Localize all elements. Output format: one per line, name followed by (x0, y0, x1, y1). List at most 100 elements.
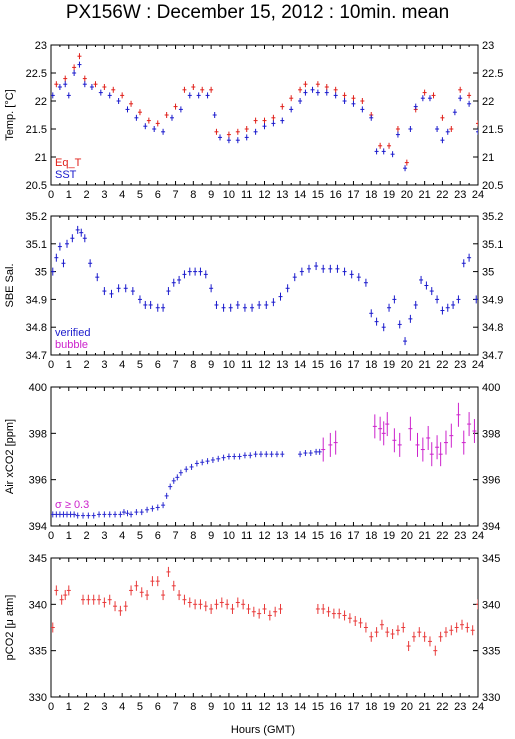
data-point (406, 641, 411, 652)
data-point (65, 239, 70, 248)
y-tick-label-right: 20.5 (482, 180, 503, 192)
data-point (175, 474, 180, 481)
data-point (235, 300, 240, 309)
data-point (123, 601, 128, 612)
x-tick-label: 4 (119, 701, 125, 713)
x-tick-label: 15 (312, 359, 324, 371)
x-tick-label: 6 (155, 359, 161, 371)
data-point (237, 453, 242, 460)
data-point (51, 267, 55, 276)
data-point (369, 114, 374, 121)
data-point (248, 452, 253, 459)
data-point (244, 126, 249, 132)
x-tick-label: 8 (190, 189, 196, 201)
data-point (226, 453, 231, 460)
data-point (461, 259, 466, 268)
data-point (232, 453, 237, 460)
data-point (187, 597, 192, 608)
data-point (107, 594, 112, 605)
x-tick-label: 1 (66, 189, 72, 201)
data-point (379, 619, 384, 630)
x-tick-label: 5 (137, 701, 143, 713)
data-point (408, 416, 413, 441)
data-point (363, 622, 368, 633)
data-point (182, 86, 187, 93)
data-point (93, 81, 98, 88)
data-point (102, 287, 107, 296)
data-point (258, 451, 263, 458)
y-tick-label-right: 340 (482, 599, 500, 611)
x-tick-label: 0 (48, 530, 54, 542)
x-tick-label: 16 (330, 189, 342, 201)
data-point (257, 300, 262, 309)
data-point (111, 86, 116, 93)
x-tick-label: 23 (454, 359, 466, 371)
y-tick-label-left: 35 (35, 267, 47, 279)
data-point (164, 112, 169, 118)
x-tick-label: 18 (365, 189, 377, 201)
data-point (347, 613, 352, 624)
data-point (387, 142, 392, 149)
data-point (191, 84, 196, 90)
data-point (435, 126, 440, 132)
x-tick-label: 7 (172, 701, 178, 713)
data-point (116, 284, 121, 293)
y-tick-label-left: 21.5 (26, 124, 47, 136)
data-point (182, 270, 187, 279)
y-axis-title: Air xCO2 [ppm] (4, 419, 16, 494)
data-point (143, 123, 148, 130)
x-tick-label: 18 (365, 701, 377, 713)
data-point (267, 610, 272, 621)
data-point (203, 601, 208, 612)
data-point (107, 511, 112, 518)
data-point (390, 151, 395, 158)
data-point (61, 511, 66, 518)
data-point (476, 120, 478, 127)
data-point (251, 606, 256, 617)
x-tick-label: 24 (472, 530, 484, 542)
legend-entry: bubble (55, 339, 88, 351)
x-tick-label: 24 (472, 359, 484, 371)
data-point (228, 303, 233, 312)
y-tick-label-left: 22.5 (26, 68, 47, 80)
data-point (242, 303, 247, 312)
data-point (77, 61, 82, 68)
x-tick-label: 18 (365, 530, 377, 542)
x-tick-label: 8 (190, 530, 196, 542)
data-point (194, 460, 199, 467)
data-point (155, 576, 160, 587)
data-point (337, 608, 342, 619)
data-point (221, 303, 226, 312)
data-point (324, 89, 329, 96)
data-point (161, 590, 166, 601)
figure-title: PX156W : December 15, 2012 : 10min. mean (65, 2, 450, 23)
y-tick-label-left: 34.8 (26, 322, 47, 334)
data-point (321, 437, 326, 462)
x-tick-label: 13 (276, 189, 288, 201)
x-tick-label: 22 (436, 359, 448, 371)
data-point (68, 511, 73, 518)
data-point (298, 86, 303, 93)
data-point (342, 267, 347, 276)
data-point (54, 511, 59, 518)
data-point (86, 512, 91, 519)
data-point (420, 437, 425, 462)
data-point (51, 511, 55, 518)
data-point (257, 608, 262, 619)
x-tick-label: 2 (84, 530, 90, 542)
y-tick-label-left: 396 (29, 475, 47, 487)
x-tick-label: 22 (436, 530, 448, 542)
panels-layer: 0 1 2 3 4 5 6 7 8 9 10 11 12 13 14 15 16 17 18 19 20 21 22 23 24… (4, 40, 503, 713)
x-tick-label: 12 (258, 701, 270, 713)
data-point (145, 506, 150, 513)
data-point (246, 603, 251, 614)
data-point (63, 590, 68, 601)
data-point (467, 92, 472, 99)
data-point (226, 131, 231, 138)
data-point (413, 103, 418, 110)
x-tick-label: 10 (223, 701, 235, 713)
panel-frame (50, 44, 479, 186)
x-tick-label: 3 (101, 189, 107, 201)
x-tick-label: 10 (223, 530, 235, 542)
data-point (433, 645, 438, 656)
